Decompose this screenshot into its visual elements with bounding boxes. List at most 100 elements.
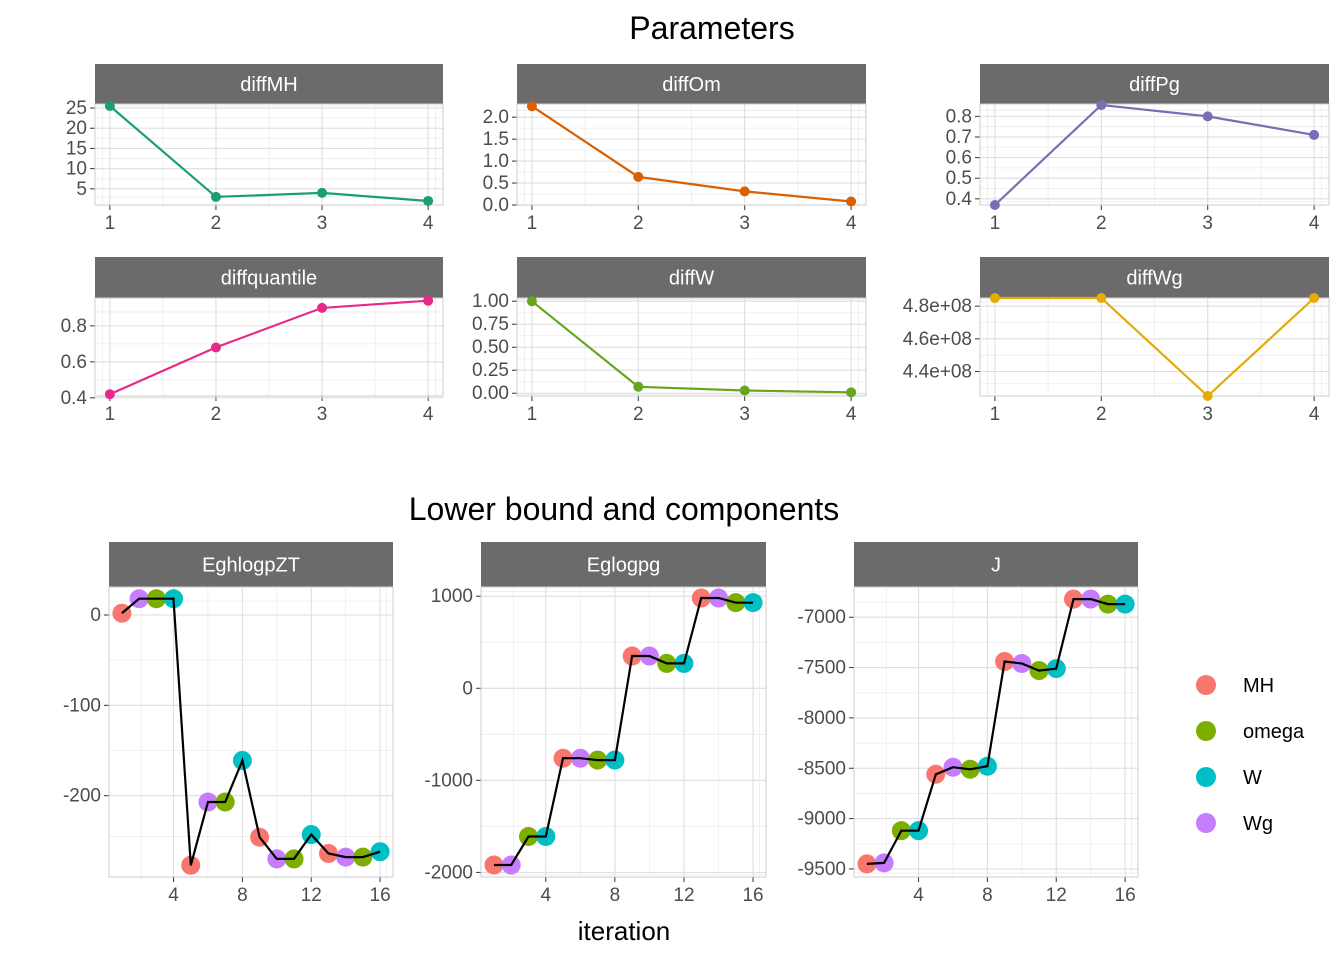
x-tick-label: 16 [1115,885,1136,906]
data-point [1309,129,1320,140]
strip-diffPg [980,64,1329,104]
y-tick-label: -9500 [797,859,846,880]
data-point [210,342,221,353]
panel-Eglogpg: Eglogpg 4 8 12 16 1000 0 -1000 -2000 [424,542,767,906]
y-tick-label: 0.75 [472,314,509,335]
y-tick-label: 4.8e+08 [903,296,972,317]
data-point [317,187,328,198]
legend-key-MH [1196,675,1216,695]
strip-label-J: J [991,555,1001,577]
x-tick-label: 12 [673,885,694,906]
x-tick-label: 8 [982,885,993,906]
x-tick-label: 4 [423,213,434,234]
strip-label-diffquantile: diffquantile [221,268,317,290]
x-tick-label: 2 [1096,404,1107,425]
y-tick-label: 0.0 [483,195,509,216]
y-tick-label: 0.4 [946,189,973,210]
series-line-diffMH [109,105,429,203]
data-point [104,101,115,112]
y-tick-label: 0.25 [472,360,509,381]
data-point [743,593,763,613]
panel-J: J 4 8 12 16 -7000 -7500 -8000 -8500 -9000 -9500 [797,542,1139,906]
x-tick-label: 3 [1202,213,1213,234]
strip-diffMH [95,64,443,104]
y-tick-label: -7500 [797,658,846,679]
x-tick-label: 2 [1096,213,1107,234]
y-tick-label: -8000 [797,708,846,729]
data-point [526,296,537,307]
data-point [989,293,1000,303]
data-point [739,186,750,197]
x-tick-label: 1 [105,213,116,234]
y-tick-label: 0.7 [946,127,972,148]
y-tick-label: -9000 [797,809,846,830]
y-tick-label: 4.4e+08 [903,362,972,383]
legend-key-omega [1196,721,1216,741]
x-tick-label: 2 [633,404,644,425]
data-point [633,381,644,392]
x-tick-label: 1 [105,404,116,425]
x-tick-label: 3 [317,213,328,234]
panel-border-EghlogpZT [108,586,394,878]
panel-border-diffPg [979,103,1330,206]
x-tick-label: 4 [540,885,551,906]
y-tick-label: -7000 [797,607,846,628]
strip-diffWg [980,257,1329,298]
x-tick-label: 2 [211,213,222,234]
strip-J [854,542,1138,587]
x-tick-label: 16 [742,885,763,906]
data-point [104,389,115,400]
data-point [1202,111,1213,122]
panel-border-diffOm [516,103,867,206]
legend-key-Wg [1196,813,1216,833]
y-tick-label: 0.5 [946,168,972,189]
x-tick-label: 1 [527,213,538,234]
x-tick-label: 4 [846,213,857,234]
y-tick-label: 0.6 [61,352,87,373]
data-point [633,171,644,182]
x-tick-label: 1 [527,404,538,425]
data-point [210,191,221,202]
x-tick-label: 4 [168,885,179,906]
strip-EghlogpZT [109,542,393,587]
data-point [1096,293,1107,303]
y-tick-label: 15 [66,138,87,159]
y-tick-label: 0 [462,678,473,699]
x-tick-label: 2 [633,213,644,234]
series-line-diffPg [994,103,1315,206]
x-tick-label: 3 [317,404,328,425]
strip-diffW [517,257,866,298]
x-tick-label: 16 [370,885,391,906]
x-tick-label: 1 [990,213,1001,234]
y-tick-label: 25 [66,98,87,119]
data-point [1309,293,1320,303]
panel-diffPg: diffPg 1 2 3 4 0.40.50.60.70.8 [946,64,1330,234]
data-point [423,195,434,206]
x-tick-label: 4 [913,885,924,906]
parameters-title: Parameters [629,10,794,46]
y-tick-label: 0.6 [946,148,972,169]
y-tick-label: 0.8 [946,106,972,127]
data-point [846,387,857,398]
y-tick-label: 2.0 [483,107,509,128]
y-tick-label: 1.0 [483,151,509,172]
panel-EghlogpZT: EghlogpZT 4 8 12 16 0 -100 -200 [63,542,394,906]
x-tick-label: 3 [1202,404,1213,425]
strip-label-diffMH: diffMH [240,74,297,96]
panel-border-diffWg [979,297,1330,397]
y-tick-label: -100 [63,695,101,716]
data-point [317,302,328,313]
series-line-Eglogpg [494,596,753,867]
data-point [846,196,857,207]
x-tick-label: 4 [1309,404,1320,425]
panel-diffOm: diffOm 1 2 3 4 0.00.51.01.52.0 [483,64,867,234]
legend-label-W: W [1243,767,1262,789]
series-line-diffOm [531,105,852,203]
panel-border-diffquantile [94,297,444,397]
panel-diffquantile: diffquantile 1 2 3 4 0.4 0.6 0.8 [61,257,444,425]
series-line-diffW [531,300,852,394]
panel-border-diffMH [94,103,444,206]
